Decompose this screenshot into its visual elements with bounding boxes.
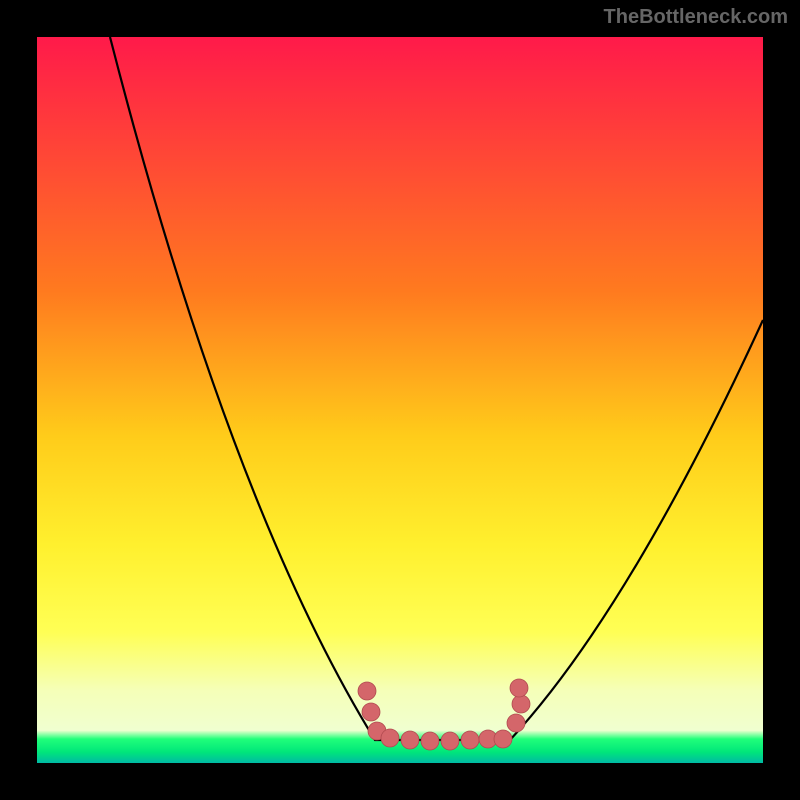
valley-marker [401, 731, 419, 749]
watermark-text: TheBottleneck.com [604, 6, 788, 29]
valley-marker [507, 714, 525, 732]
valley-marker [381, 729, 399, 747]
valley-marker [461, 731, 479, 749]
valley-marker [421, 732, 439, 750]
bottleneck-curve-chart [0, 0, 800, 800]
valley-marker [512, 695, 530, 713]
valley-marker [362, 703, 380, 721]
valley-marker [510, 679, 528, 697]
valley-marker [441, 732, 459, 750]
valley-marker [358, 682, 376, 700]
chart-container: TheBottleneck.com [0, 0, 800, 800]
plot-background [37, 37, 763, 763]
valley-marker [494, 730, 512, 748]
